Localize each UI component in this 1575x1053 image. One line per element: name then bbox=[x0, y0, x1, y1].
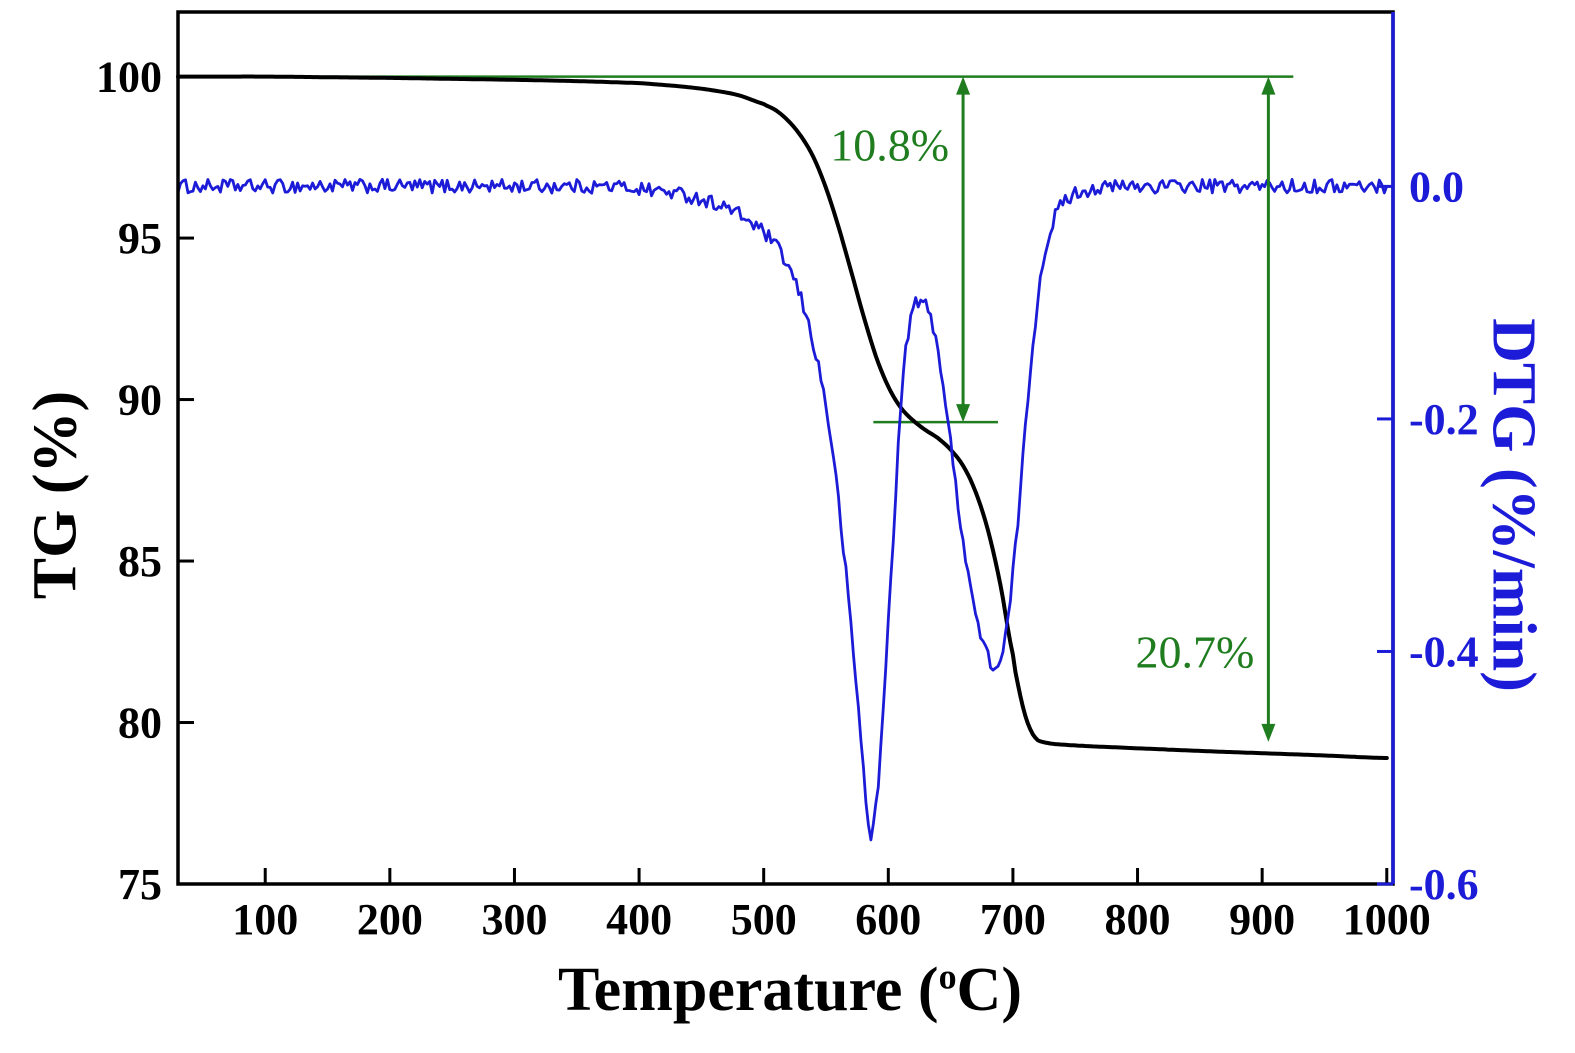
arrowhead-up-icon bbox=[1261, 76, 1276, 95]
x-axis-title-degree: o bbox=[938, 956, 957, 997]
arrowhead-up-icon bbox=[956, 76, 971, 95]
x-tick-label: 300 bbox=[481, 895, 547, 944]
x-axis-title-suffix: C) bbox=[956, 956, 1022, 1024]
x-tick-label: 900 bbox=[1229, 895, 1295, 944]
right-y-tick-label: -0.4 bbox=[1409, 627, 1479, 676]
x-tick-label: 100 bbox=[232, 895, 298, 944]
x-tick-label: 600 bbox=[855, 895, 921, 944]
x-tick-label: 700 bbox=[980, 895, 1046, 944]
left-axis-title: TG (%) bbox=[21, 390, 90, 600]
arrowhead-down-icon bbox=[956, 404, 971, 423]
x-tick-label: 200 bbox=[357, 895, 423, 944]
left-y-tick-label: 85 bbox=[118, 537, 162, 586]
right-y-tick-label: 0.0 bbox=[1409, 162, 1464, 211]
x-axis-title: Temperature (oC) bbox=[558, 955, 1022, 1026]
dtg-curve bbox=[176, 177, 1389, 842]
left-y-tick-label: 75 bbox=[118, 860, 162, 909]
x-tick-label: 500 bbox=[731, 895, 797, 944]
right-y-tick-label: -0.2 bbox=[1409, 395, 1479, 444]
mass-loss-label: 20.7% bbox=[1136, 627, 1255, 678]
left-y-tick-label: 95 bbox=[118, 214, 162, 263]
x-tick-label: 400 bbox=[606, 895, 672, 944]
x-tick-label: 1000 bbox=[1343, 895, 1431, 944]
right-y-tick-label: -0.6 bbox=[1409, 860, 1479, 909]
tg-curve bbox=[176, 74, 1389, 760]
left-y-tick-label: 100 bbox=[96, 53, 162, 102]
left-y-tick-label: 80 bbox=[118, 699, 162, 748]
right-axis-title: DTG (%/min) bbox=[1479, 318, 1548, 692]
left-y-tick-label: 90 bbox=[118, 376, 162, 425]
x-tick-label: 800 bbox=[1105, 895, 1171, 944]
arrowhead-down-icon bbox=[1261, 723, 1276, 742]
mass-loss-label: 10.8% bbox=[830, 120, 949, 171]
x-axis-title-prefix: Temperature ( bbox=[558, 956, 939, 1024]
